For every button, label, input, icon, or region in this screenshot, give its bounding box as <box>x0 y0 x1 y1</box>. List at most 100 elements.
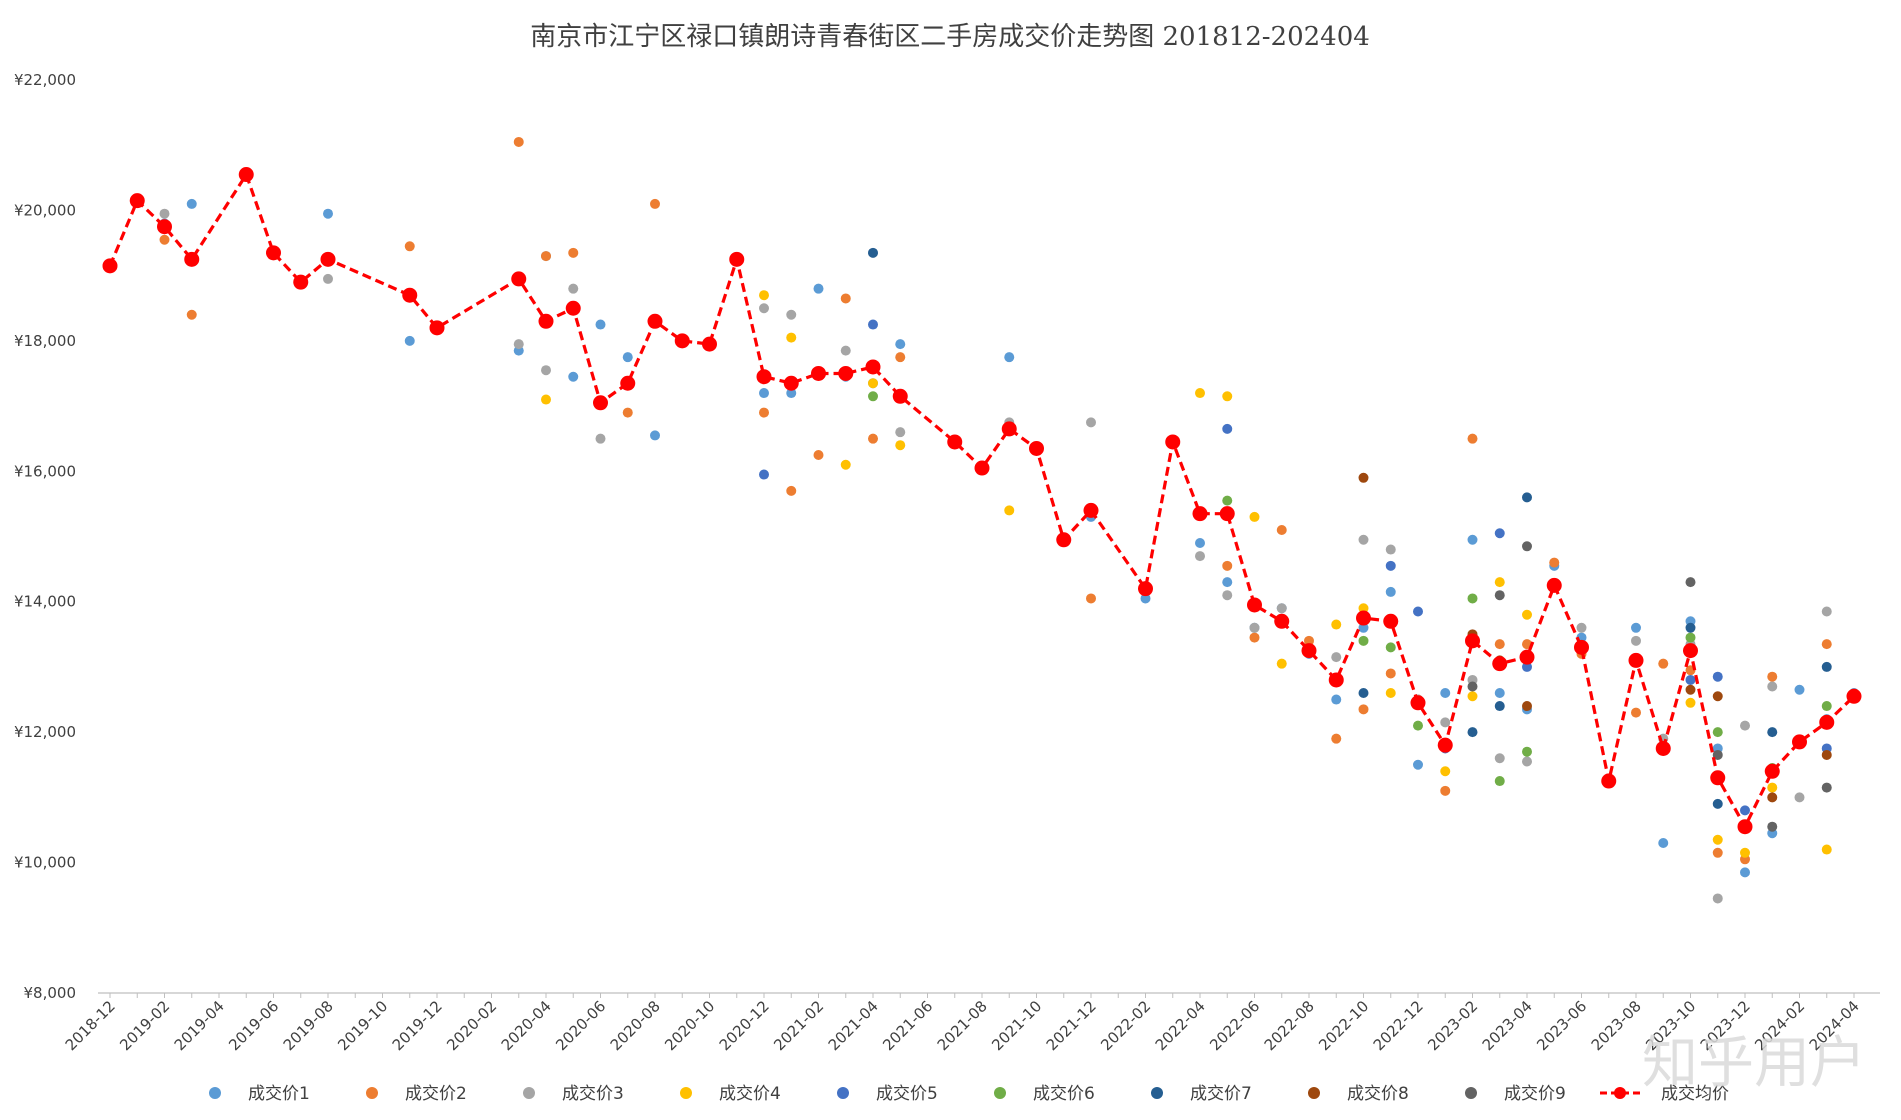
average-point <box>1601 773 1617 789</box>
average-point <box>157 219 172 235</box>
data-point <box>1358 603 1369 614</box>
average-point <box>1192 506 1208 522</box>
data-point <box>1794 792 1805 803</box>
data-point <box>1767 821 1778 832</box>
data-point <box>868 378 878 389</box>
data-point <box>1685 697 1696 708</box>
data-point <box>1331 694 1342 705</box>
average-point <box>538 313 554 329</box>
data-point <box>1222 560 1233 571</box>
data-point <box>1440 766 1451 777</box>
average-point <box>1247 597 1262 613</box>
legend-item: 成交价7 <box>1151 1084 1252 1104</box>
legend: 成交价1 成交价2 成交价3 成交价4 成交价5 成交价6 成交价7 成交价8 成交价9 成交均价 <box>209 1084 1729 1104</box>
data-point <box>1494 590 1505 601</box>
data-point <box>840 345 851 356</box>
average-point <box>293 274 309 290</box>
average-point <box>1437 737 1453 753</box>
legend-label: 成交价4 <box>719 1084 781 1104</box>
data-point <box>541 365 551 376</box>
data-point <box>186 198 197 209</box>
data-point <box>1086 417 1096 428</box>
average-point <box>1492 656 1508 672</box>
data-point <box>159 208 170 219</box>
data-point <box>1440 785 1451 796</box>
data-point <box>1821 639 1832 650</box>
legend-marker <box>994 1087 1006 1099</box>
data-point <box>595 319 606 330</box>
legend-label: 成交价5 <box>876 1084 938 1104</box>
series-成交价8 <box>1358 472 1832 803</box>
average-point <box>1029 440 1044 456</box>
data-point <box>1631 635 1641 646</box>
chart-title: 南京市江宁区禄口镇朗诗青春街区二手房成交价走势图 201812-202404 <box>530 22 1370 52</box>
average-point <box>429 320 445 336</box>
average-point <box>1683 643 1698 659</box>
x-tick-label: 2022-02 <box>1097 997 1154 1054</box>
legend-marker <box>680 1087 692 1099</box>
data-point <box>1358 472 1369 483</box>
average-point <box>674 333 690 349</box>
data-point <box>895 427 906 438</box>
data-point <box>1276 658 1287 669</box>
average-point <box>947 434 963 450</box>
average-point <box>811 365 826 381</box>
average-point <box>756 369 772 385</box>
data-point <box>868 319 878 330</box>
data-point <box>1385 544 1396 555</box>
average-point <box>184 251 200 267</box>
data-point <box>786 388 797 399</box>
data-point <box>1494 688 1505 699</box>
legend-item: 成交价4 <box>680 1084 781 1104</box>
x-tick-label: 2019-10 <box>334 997 391 1054</box>
data-point <box>1331 619 1342 630</box>
legend-marker <box>366 1087 378 1099</box>
average-point <box>783 375 799 391</box>
legend-label: 成交价9 <box>1504 1084 1566 1104</box>
data-point <box>813 283 824 294</box>
legend-item: 成交价2 <box>366 1084 467 1104</box>
data-point <box>868 247 878 258</box>
data-point <box>1222 423 1233 434</box>
average-point <box>1792 734 1807 750</box>
x-tick-label: 2020-10 <box>661 997 718 1054</box>
data-point <box>1385 688 1396 699</box>
legend-marker <box>1151 1087 1163 1099</box>
data-point <box>1794 684 1805 695</box>
data-point <box>1658 838 1669 849</box>
average-point <box>402 287 418 303</box>
x-tick-label: 2020-02 <box>443 997 500 1054</box>
data-point <box>1494 753 1505 764</box>
average-point <box>838 365 854 381</box>
average-point <box>647 313 663 329</box>
average-point <box>102 258 118 274</box>
data-point <box>1712 847 1723 858</box>
data-point <box>1358 622 1369 633</box>
average-point <box>1546 577 1562 593</box>
legend-label: 成交价6 <box>1033 1084 1095 1104</box>
x-tick-label: 2022-10 <box>1315 997 1372 1054</box>
x-tick-label: 2021-08 <box>934 997 991 1054</box>
x-tick-label: 2019-06 <box>225 997 282 1054</box>
average-point <box>320 251 336 267</box>
data-point <box>1712 749 1723 760</box>
data-point <box>1222 391 1233 402</box>
legend-label: 成交均价 <box>1661 1084 1729 1104</box>
average-point <box>1056 532 1072 548</box>
y-tick-label: ¥10,000 <box>14 854 76 872</box>
data-point <box>1467 593 1478 604</box>
average-point <box>1138 581 1153 597</box>
x-tick-label: 2021-10 <box>988 997 1045 1054</box>
data-point <box>1249 511 1260 522</box>
data-point <box>1086 593 1096 604</box>
data-point <box>840 459 851 470</box>
data-point <box>323 208 333 219</box>
data-point <box>622 352 633 363</box>
average-point <box>1083 502 1099 518</box>
y-tick-label: ¥12,000 <box>14 723 76 741</box>
average-point <box>593 395 608 411</box>
data-point <box>568 371 579 382</box>
legend-item: 成交价9 <box>1465 1084 1566 1104</box>
data-point <box>650 198 660 209</box>
